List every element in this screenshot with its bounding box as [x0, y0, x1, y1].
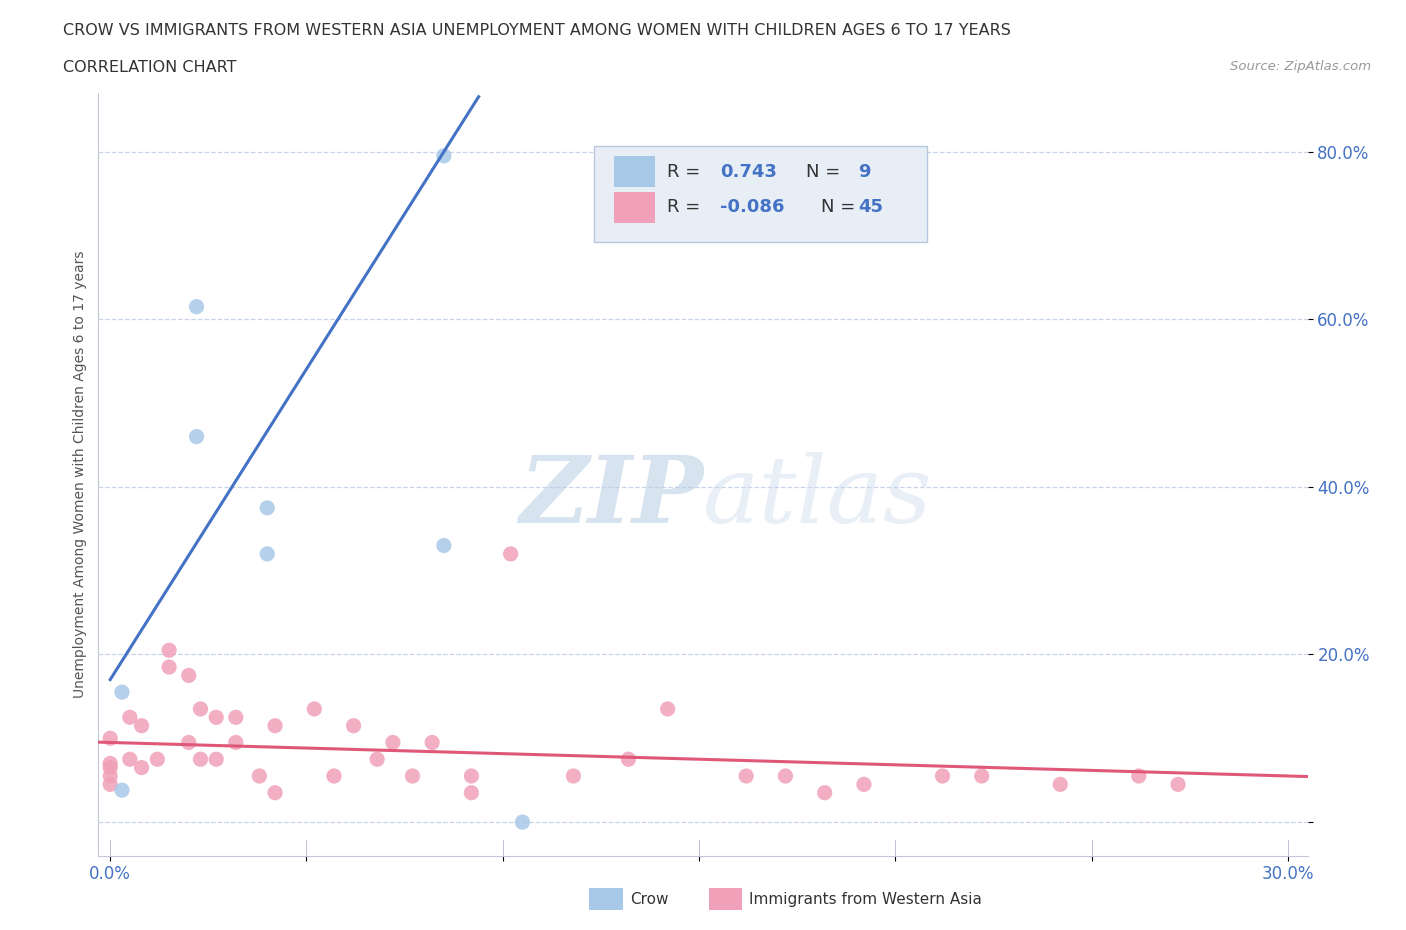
Point: [1167, 777, 1189, 791]
Point: [1128, 768, 1150, 783]
Point: [225, 710, 247, 724]
Text: atlas: atlas: [703, 452, 932, 542]
Point: [970, 768, 993, 783]
Point: [111, 684, 134, 699]
Text: 45: 45: [858, 198, 883, 217]
Point: [157, 643, 180, 658]
Point: [512, 815, 534, 830]
Point: [304, 701, 326, 716]
Point: [735, 768, 758, 783]
FancyBboxPatch shape: [595, 146, 927, 242]
Text: 0.743: 0.743: [720, 163, 776, 180]
Text: Crow: Crow: [630, 892, 668, 907]
Point: [98, 756, 121, 771]
Text: CORRELATION CHART: CORRELATION CHART: [63, 60, 236, 75]
Y-axis label: Unemployment Among Women with Children Ages 6 to 17 years: Unemployment Among Women with Children A…: [73, 250, 87, 698]
Point: [264, 718, 287, 733]
Point: [157, 659, 180, 674]
Point: [657, 701, 679, 716]
Point: [381, 735, 404, 750]
Text: N =: N =: [821, 198, 862, 217]
Point: [118, 751, 141, 766]
FancyBboxPatch shape: [613, 193, 655, 222]
Point: [98, 731, 121, 746]
Point: [186, 299, 208, 314]
Point: [111, 783, 134, 798]
Point: [433, 538, 456, 553]
Point: [420, 735, 443, 750]
Point: [342, 718, 364, 733]
Point: [190, 751, 212, 766]
Point: [177, 735, 200, 750]
Point: [931, 768, 953, 783]
Point: [186, 429, 208, 444]
Text: R =: R =: [666, 163, 706, 180]
Text: R =: R =: [666, 198, 706, 217]
FancyBboxPatch shape: [613, 156, 655, 187]
Point: [460, 768, 482, 783]
Point: [366, 751, 388, 766]
Point: [1049, 777, 1071, 791]
Point: [98, 777, 121, 791]
Point: [205, 710, 228, 724]
Point: [401, 768, 423, 783]
Point: [131, 718, 153, 733]
Point: [247, 768, 270, 783]
Text: CROW VS IMMIGRANTS FROM WESTERN ASIA UNEMPLOYMENT AMONG WOMEN WITH CHILDREN AGES: CROW VS IMMIGRANTS FROM WESTERN ASIA UNE…: [63, 23, 1011, 38]
Point: [562, 768, 585, 783]
Point: [131, 760, 153, 775]
Point: [177, 668, 200, 683]
Point: [256, 500, 278, 515]
Point: [264, 785, 287, 800]
Point: [499, 547, 522, 562]
Point: [460, 785, 482, 800]
Text: 9: 9: [858, 163, 870, 180]
Point: [98, 760, 121, 775]
Text: -0.086: -0.086: [720, 198, 785, 217]
Point: [225, 735, 247, 750]
Text: N =: N =: [806, 163, 846, 180]
Point: [146, 751, 169, 766]
Point: [190, 701, 212, 716]
Point: [98, 768, 121, 783]
Point: [814, 785, 837, 800]
Text: Source: ZipAtlas.com: Source: ZipAtlas.com: [1230, 60, 1371, 73]
Point: [323, 768, 346, 783]
Text: Immigrants from Western Asia: Immigrants from Western Asia: [749, 892, 983, 907]
Point: [852, 777, 875, 791]
Point: [775, 768, 797, 783]
Point: [118, 710, 141, 724]
Point: [617, 751, 640, 766]
Point: [205, 751, 228, 766]
Text: ZIP: ZIP: [519, 452, 703, 542]
Point: [433, 149, 456, 164]
Point: [256, 547, 278, 562]
